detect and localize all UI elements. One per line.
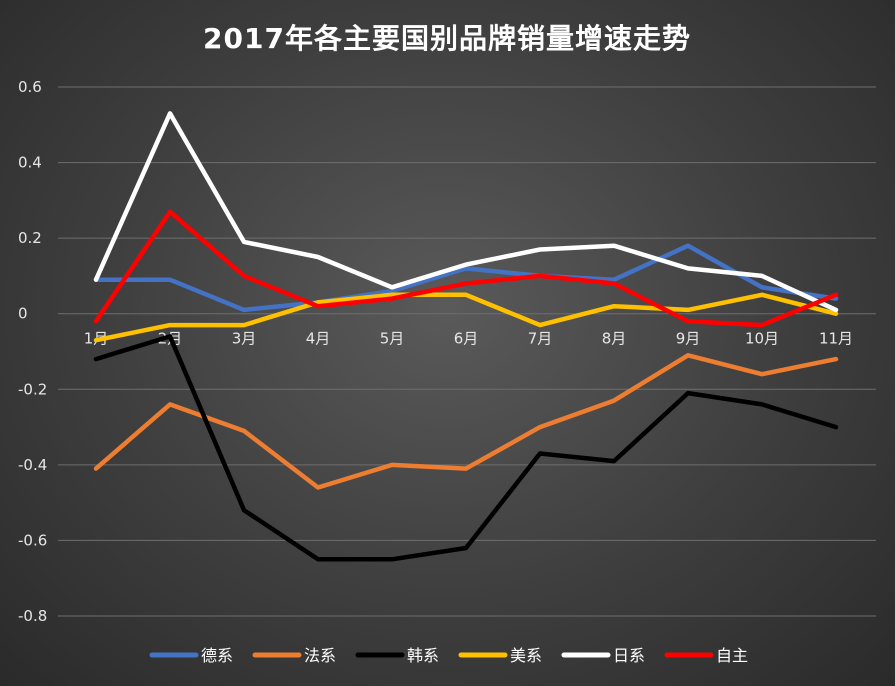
series-line-5	[93, 209, 839, 328]
series-line-3	[93, 292, 839, 343]
y-tick-label: -0.4	[18, 456, 47, 474]
chart-title: 2017年各主要国别品牌销量增速走势	[203, 22, 691, 55]
y-tick-label: 0.4	[18, 154, 42, 172]
legend-label-4: 日系	[613, 646, 645, 665]
legend-label-5: 自主	[716, 646, 748, 665]
y-tick-label: -0.8	[18, 607, 47, 625]
legend-label-2: 韩系	[407, 646, 439, 665]
y-tick-label: -0.2	[18, 380, 47, 398]
legend-label-1: 法系	[304, 646, 336, 665]
series-line-2	[93, 334, 839, 562]
x-tick-label: 3月	[232, 330, 257, 348]
y-tick-label: -0.6	[18, 531, 47, 549]
x-tick-label: 5月	[380, 330, 405, 348]
legend-label-3: 美系	[510, 646, 542, 665]
x-tick-label: 10月	[745, 330, 779, 348]
x-tick-label: 8月	[602, 330, 627, 348]
series-lines	[93, 111, 839, 562]
series-line-0	[93, 243, 839, 313]
x-tick-label: 11月	[819, 330, 853, 348]
x-tick-label: 7月	[528, 330, 553, 348]
legend: 德系 法系 韩系 美系 日系 自主	[149, 646, 748, 665]
series-line-4	[93, 111, 839, 313]
x-axis-ticks: 1月 2月 3月 4月 5月 6月 7月 8月 9月 10月 11月	[84, 330, 853, 348]
x-tick-label: 9月	[676, 330, 701, 348]
x-tick-label: 6月	[454, 330, 479, 348]
grid-lines	[58, 86, 876, 617]
y-tick-label: 0.2	[18, 229, 42, 247]
series-line-1	[93, 353, 839, 490]
y-axis-ticks: 0.6 0.4 0.2 0 -0.2 -0.4 -0.6 -0.8	[18, 78, 47, 625]
y-tick-label: 0.6	[18, 78, 42, 96]
legend-label-0: 德系	[201, 646, 233, 665]
y-tick-label: 0	[18, 305, 28, 323]
x-tick-label: 4月	[306, 330, 331, 348]
